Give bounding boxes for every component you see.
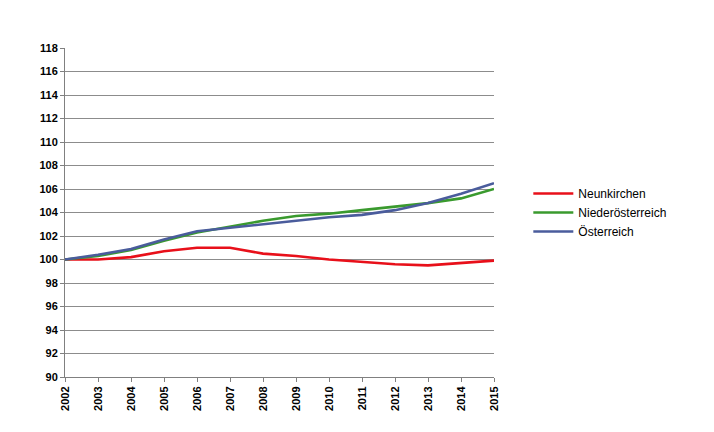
svg-text:92: 92 [46,347,58,359]
svg-text:2014: 2014 [455,386,467,411]
svg-text:90: 90 [46,371,58,383]
svg-text:2012: 2012 [389,386,401,410]
svg-text:2002: 2002 [59,386,71,410]
svg-text:102: 102 [39,230,57,242]
svg-text:2006: 2006 [191,386,203,410]
svg-text:2011: 2011 [356,386,368,410]
svg-text:106: 106 [39,183,57,195]
svg-text:100: 100 [39,253,57,265]
svg-text:108: 108 [39,159,57,171]
svg-text:2003: 2003 [92,386,104,410]
svg-text:2008: 2008 [257,386,269,410]
svg-text:Österreich: Österreich [578,225,633,239]
svg-text:98: 98 [46,277,58,289]
svg-text:104: 104 [39,206,58,218]
svg-text:94: 94 [46,324,59,336]
svg-text:2010: 2010 [323,386,335,410]
svg-text:96: 96 [46,300,58,312]
svg-text:112: 112 [40,112,58,124]
svg-text:110: 110 [40,136,58,148]
svg-text:Neunkirchen: Neunkirchen [578,187,645,201]
svg-text:118: 118 [40,42,58,54]
svg-text:Niederösterreich: Niederösterreich [578,206,666,220]
svg-text:2013: 2013 [422,386,434,410]
svg-text:114: 114 [40,89,59,101]
svg-text:2015: 2015 [488,386,500,410]
svg-text:2007: 2007 [224,386,236,410]
svg-text:2004: 2004 [125,386,137,411]
svg-text:2009: 2009 [290,386,302,410]
svg-text:2005: 2005 [158,386,170,410]
svg-text:116: 116 [40,65,58,77]
